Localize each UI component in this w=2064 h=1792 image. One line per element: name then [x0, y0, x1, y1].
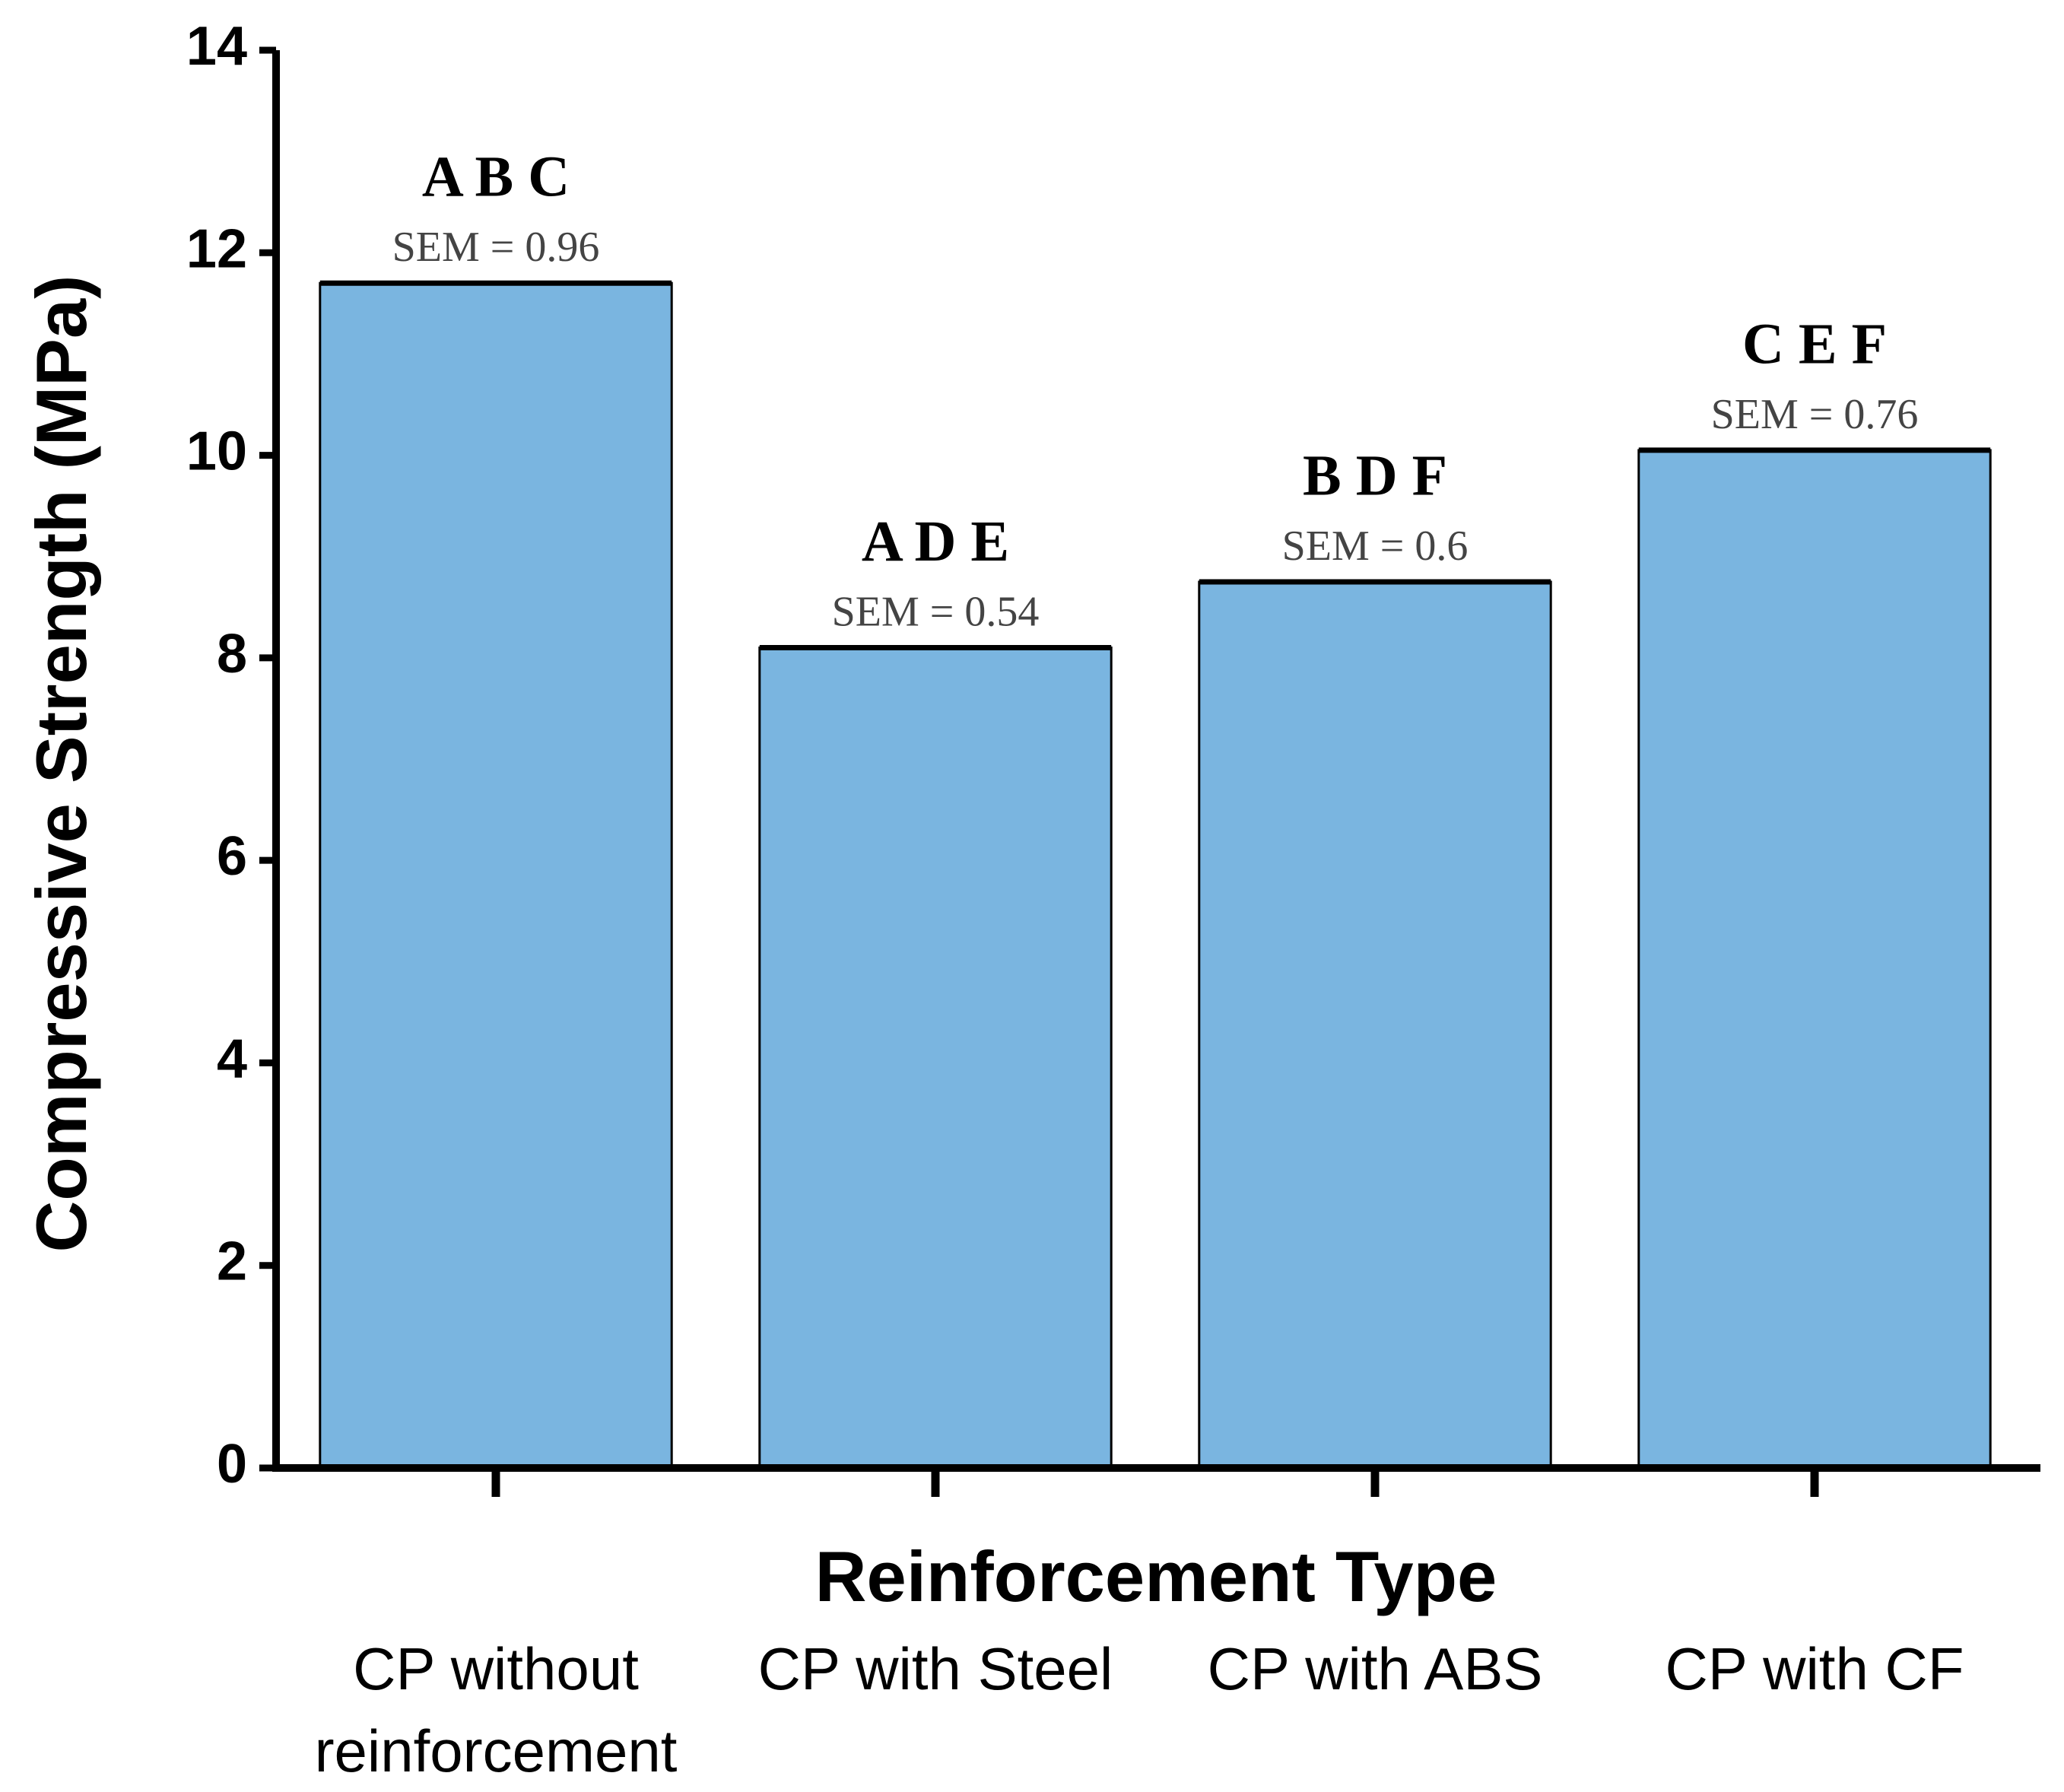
x-tick-label: CP with CF — [1665, 1635, 1964, 1702]
y-tick-label: 4 — [217, 1028, 247, 1089]
bar — [1637, 449, 1992, 1470]
y-tick-label: 14 — [186, 16, 247, 77]
group-label: C E F — [1742, 312, 1887, 376]
bar — [1198, 580, 1552, 1470]
sem-label: SEM = 0.76 — [1711, 391, 1919, 438]
group-label: B D F — [1303, 443, 1447, 507]
sem-label: SEM = 0.54 — [832, 588, 1040, 635]
y-tick-label: 2 — [217, 1231, 247, 1292]
sem-label: SEM = 0.96 — [392, 224, 600, 271]
y-tick-label: 6 — [217, 826, 247, 887]
x-tick-label: CP without reinforcement — [314, 1635, 678, 1784]
x-tick-label: CP with Steel — [757, 1635, 1113, 1702]
y-tick-label: 10 — [186, 421, 247, 482]
x-axis-title: Reinforcement Type — [815, 1536, 1497, 1616]
bar — [758, 647, 1113, 1470]
y-axis-title: Compressive Strength (MPa) — [21, 275, 101, 1253]
sem-label: SEM = 0.6 — [1282, 523, 1469, 570]
x-tick-label: CP with ABS — [1207, 1635, 1543, 1702]
y-tick-label: 0 — [217, 1434, 247, 1495]
y-tick-label: 8 — [217, 624, 247, 685]
group-label: A B C — [422, 145, 570, 209]
group-label: A D E — [862, 510, 1009, 574]
y-tick-label: 12 — [186, 218, 247, 279]
bar — [319, 281, 673, 1470]
